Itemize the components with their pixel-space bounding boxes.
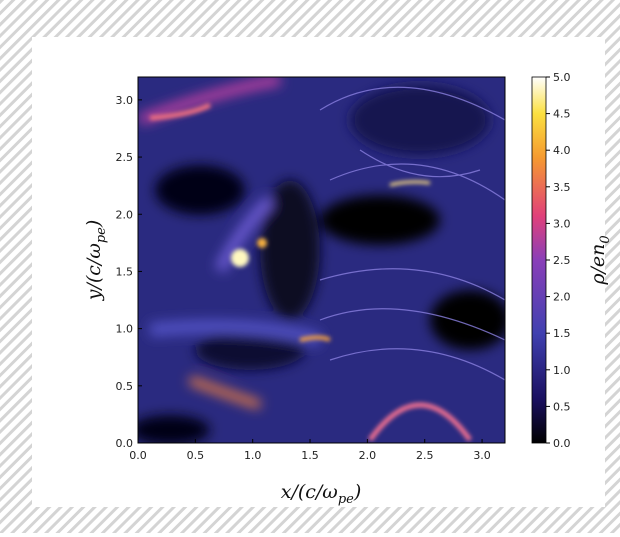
colorbar-tick-label: 5.0 bbox=[553, 71, 571, 84]
colorbar-label-text: ρ/en bbox=[587, 244, 609, 286]
y-label-sub: pe bbox=[94, 227, 109, 243]
y-tick-label: 1.0 bbox=[116, 323, 134, 336]
y-tick-label: 1.5 bbox=[116, 265, 134, 278]
x-tick-label: 0.0 bbox=[129, 449, 147, 462]
colorbar-tick-label: 3.0 bbox=[553, 217, 571, 230]
y-tick-label: 3.0 bbox=[116, 94, 134, 107]
y-tick-label: 2.5 bbox=[116, 151, 134, 164]
y-label-text: y/(c/ω bbox=[83, 243, 105, 301]
y-tick-label: 0.5 bbox=[116, 380, 134, 393]
colorbar-tick-label: 2.0 bbox=[553, 291, 571, 304]
x-tick-label: 1.5 bbox=[301, 449, 319, 462]
x-axis-label: x/(c/ωpe) bbox=[281, 481, 362, 507]
x-tick-label: 3.0 bbox=[473, 449, 491, 462]
y-axis-label: y/(c/ωpe) bbox=[83, 220, 109, 302]
x-tick-label: 2.5 bbox=[416, 449, 434, 462]
x-tick-label: 1.0 bbox=[244, 449, 262, 462]
plot-frame bbox=[137, 76, 506, 444]
heatmap-image bbox=[138, 77, 505, 443]
y-tick-label: 2.0 bbox=[116, 208, 134, 221]
x-tick-label: 2.0 bbox=[359, 449, 377, 462]
colorbar-tick-label: 2.5 bbox=[553, 254, 571, 267]
x-label-tail: ) bbox=[353, 481, 361, 503]
colorbar-tick-label: 0.0 bbox=[553, 437, 571, 450]
colorbar-tick-label: 1.5 bbox=[553, 327, 571, 340]
y-label-tail: ) bbox=[83, 220, 105, 228]
colorbar-tick-label: 1.0 bbox=[553, 364, 571, 377]
colorbar-label-sub: 0 bbox=[598, 235, 613, 243]
colorbar-tick-label: 4.5 bbox=[553, 108, 571, 121]
x-label-text: x/(c/ω bbox=[281, 481, 338, 503]
colorbar-tick-label: 4.0 bbox=[553, 144, 571, 157]
x-label-sub: pe bbox=[338, 492, 354, 507]
colorbar-label: ρ/en0 bbox=[587, 235, 613, 285]
colorbar-tick-label: 3.5 bbox=[553, 181, 571, 194]
colorbar-tick-label: 0.5 bbox=[553, 400, 571, 413]
y-tick-label: 0.0 bbox=[116, 437, 134, 450]
x-tick-label: 0.5 bbox=[187, 449, 205, 462]
colorbar bbox=[531, 76, 547, 444]
